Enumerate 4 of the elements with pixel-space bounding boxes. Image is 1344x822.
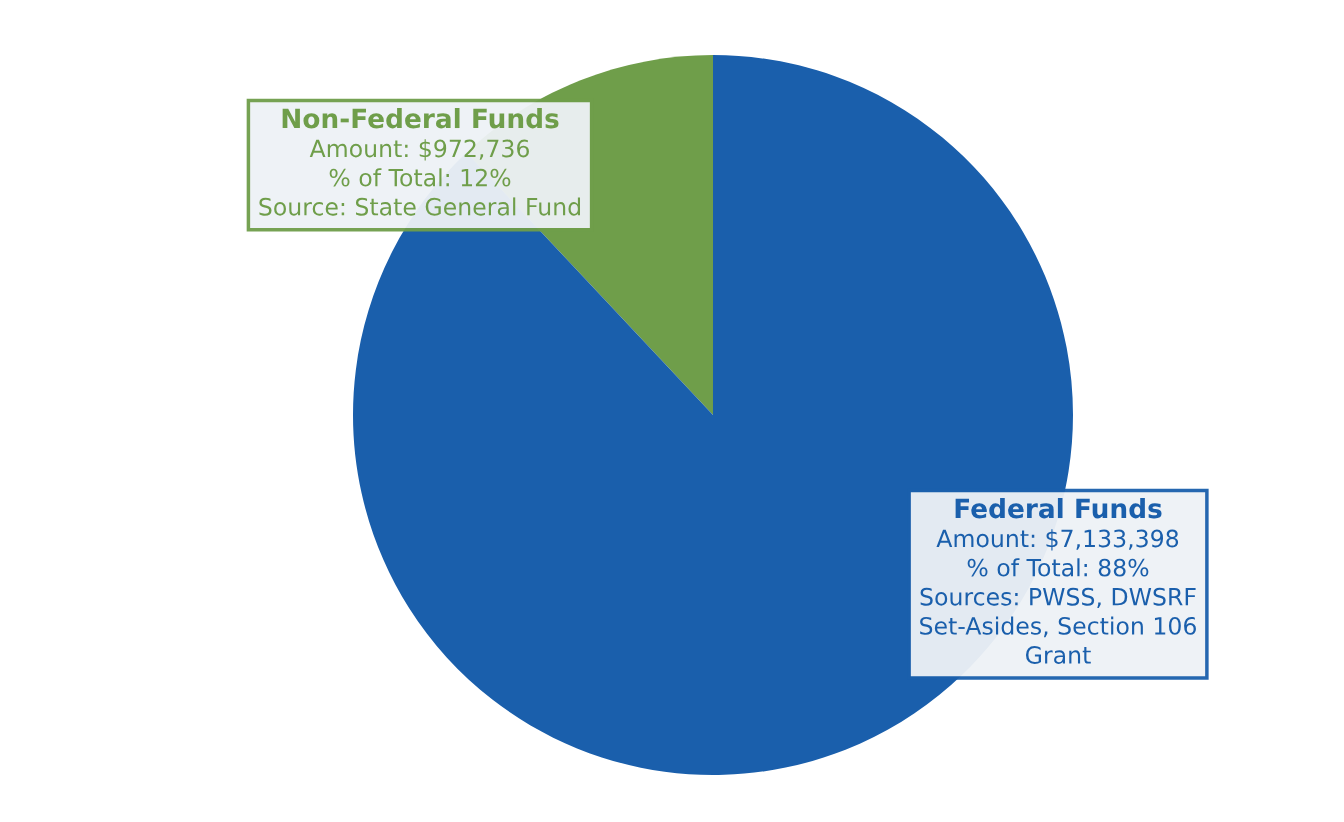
data-label: Amount: $7,133,398 % of Total: 88% Sources: PWSS, DWSRF Set-Asides, Section 106 Grant <box>920 529 1196 664</box>
slice-label: Federal Funds <box>955 498 1162 519</box>
slice-label: Non-Federal Funds <box>282 108 559 129</box>
data-label: Amount: $972,736 % of Total: 12% Source: State General Fund <box>259 139 580 216</box>
